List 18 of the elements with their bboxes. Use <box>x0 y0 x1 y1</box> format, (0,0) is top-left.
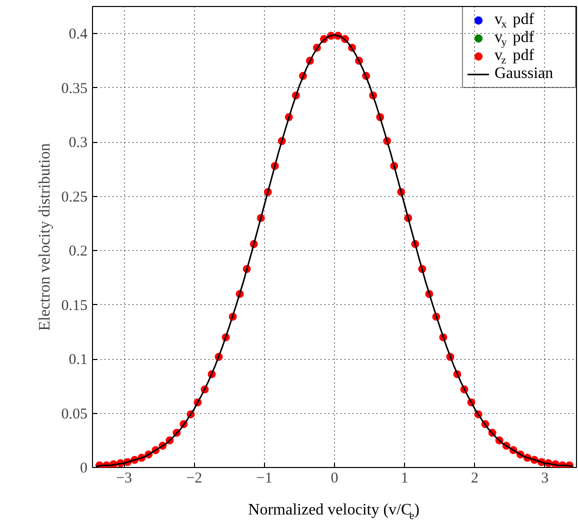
x-tick-label: −2 <box>186 470 202 486</box>
x-tick-label: 0 <box>330 470 338 486</box>
x-tick-label: 2 <box>471 470 479 486</box>
y-tick-label: 0.25 <box>61 189 88 206</box>
y-tick-label: 0.35 <box>61 80 88 97</box>
y-tick-label: 0.05 <box>61 406 88 422</box>
y-tick-label: 0.2 <box>68 244 88 260</box>
y-tick-label: 0.3 <box>68 135 88 152</box>
x-tick-label: 3 <box>541 470 549 486</box>
y-tick-label: 0 <box>80 460 88 476</box>
x-tick-label: −3 <box>116 470 132 486</box>
legend-label: Gaussian <box>494 65 554 82</box>
y-tick-label: 0.1 <box>68 352 88 368</box>
y-axis-title: Electron velocity distribution <box>36 143 54 331</box>
y-tick-label: 0.4 <box>68 26 88 43</box>
x-tick-label: −1 <box>256 470 272 486</box>
x-tick-label: 1 <box>400 470 408 486</box>
y-tick-label: 0.15 <box>61 298 88 314</box>
